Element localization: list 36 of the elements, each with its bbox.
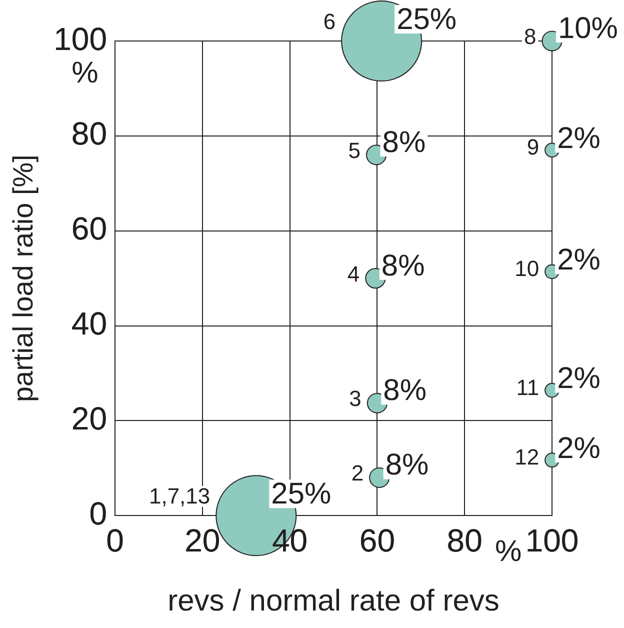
text: % [494,534,522,568]
annotation: 25% [271,478,332,511]
annotation: 2% [557,244,600,277]
x-axis-title: revs / normal rate of revs [168,584,500,618]
x-tick-label: 20 [184,522,220,559]
annotation: 8% [385,448,429,482]
annotation: 6 [323,9,336,34]
annotation: 8% [382,126,426,159]
x-tick-label: 100 [525,522,579,559]
y-tick-label: 100 [54,20,107,57]
annotation: 1,7,13 [148,484,210,509]
annotation: 2% [557,362,600,396]
y-tick-label: 0 [89,495,107,532]
text: % [72,56,98,90]
annotation: 2% [557,432,600,465]
annotation: 10 [514,256,540,282]
y-tick-label: 20 [71,400,107,437]
y-tick-label: 80 [71,116,107,152]
annotation: 11 [516,374,540,400]
annotation: 8 [524,24,536,50]
x-tick-label: 60 [359,522,395,559]
annotation: 2 [351,460,364,486]
y-tick-label: 40 [71,306,107,342]
annotation: 2% [557,122,600,156]
x-tick-label: 80 [446,522,482,559]
annotation: 5 [348,138,361,164]
y-tick-label: 60 [71,210,107,247]
annotation: 25% [396,3,457,36]
annotation: 9 [526,134,540,160]
annotation: 12 [514,444,540,470]
annotation: 10% [558,12,618,46]
y-axis-title: partial load ratio [%] [8,154,39,402]
annotation: 8% [383,374,426,408]
annotation: 4 [347,261,360,286]
annotation: 8% [381,249,425,282]
annotation: 3 [349,386,362,412]
